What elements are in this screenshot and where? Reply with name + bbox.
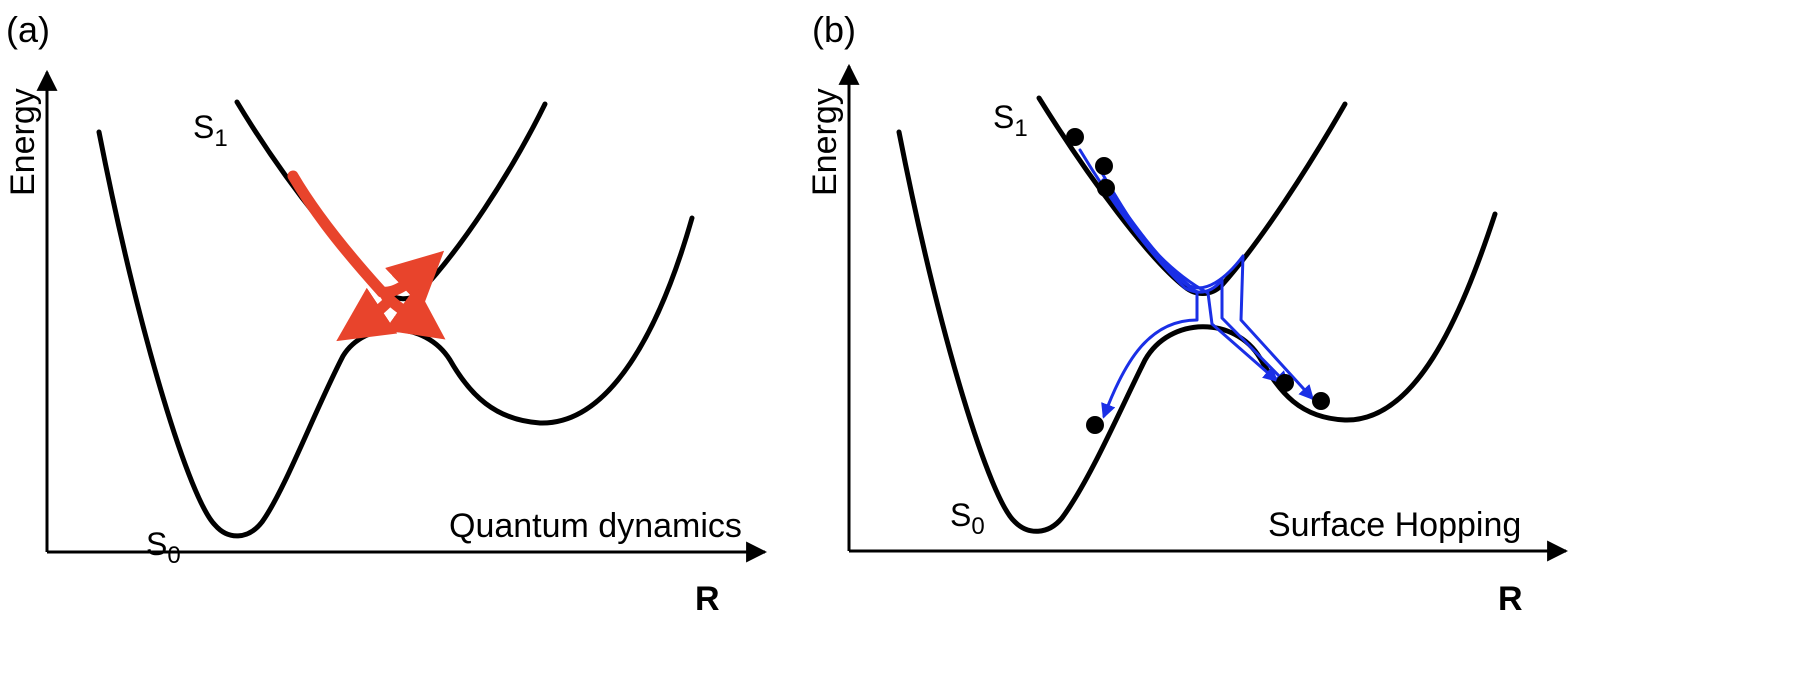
panel-a-y-axis-label: Energy — [4, 88, 42, 196]
trajectory-3 — [1097, 166, 1199, 419]
panel-b-label: (b) — [812, 9, 856, 50]
panel-a-method-label: Quantum dynamics — [449, 507, 742, 545]
panel-a-s0-curve — [96, 129, 695, 539]
panel-a: (a) Energy R S1 S0 Quantum dynamics — [4, 9, 768, 618]
particle — [1097, 179, 1115, 197]
trajectory-4 — [1104, 188, 1279, 382]
particle — [1066, 128, 1084, 146]
wavepacket-lower-left-arrow — [336, 287, 398, 342]
panel-b-y-axis-label: Energy — [806, 88, 844, 196]
panel-a-label: (a) — [6, 9, 50, 50]
panel-a-s1-label: S1 — [193, 109, 228, 152]
particle — [1312, 392, 1330, 410]
panel-b: (b) Energy R S1 S0 Surface Hopping — [806, 9, 1569, 618]
panel-a-s0-label: S0 — [146, 526, 181, 569]
panel-a-x-axis-label: R — [695, 580, 720, 618]
particle — [1276, 374, 1294, 392]
surface-hopping-trajectories — [1078, 148, 1315, 419]
panel-a-s1-curve — [234, 99, 548, 302]
panel-b-method-label: Surface Hopping — [1268, 506, 1521, 544]
trajectory-2 — [1101, 178, 1315, 401]
wavepacket-lower-right-arrow — [380, 285, 446, 340]
panel-b-s1-label: S1 — [993, 99, 1028, 142]
particle — [1086, 416, 1104, 434]
wavepacket-main-path — [287, 170, 388, 298]
wavepacket-arrows — [287, 170, 446, 342]
surface-hopping-particles — [1066, 128, 1330, 434]
panel-b-x-axis-label: R — [1498, 580, 1523, 618]
panel-b-s1-curve — [1036, 95, 1348, 296]
panel-b-s0-label: S0 — [950, 497, 985, 540]
panel-b-s0-curve — [896, 129, 1498, 534]
particle — [1095, 157, 1113, 175]
